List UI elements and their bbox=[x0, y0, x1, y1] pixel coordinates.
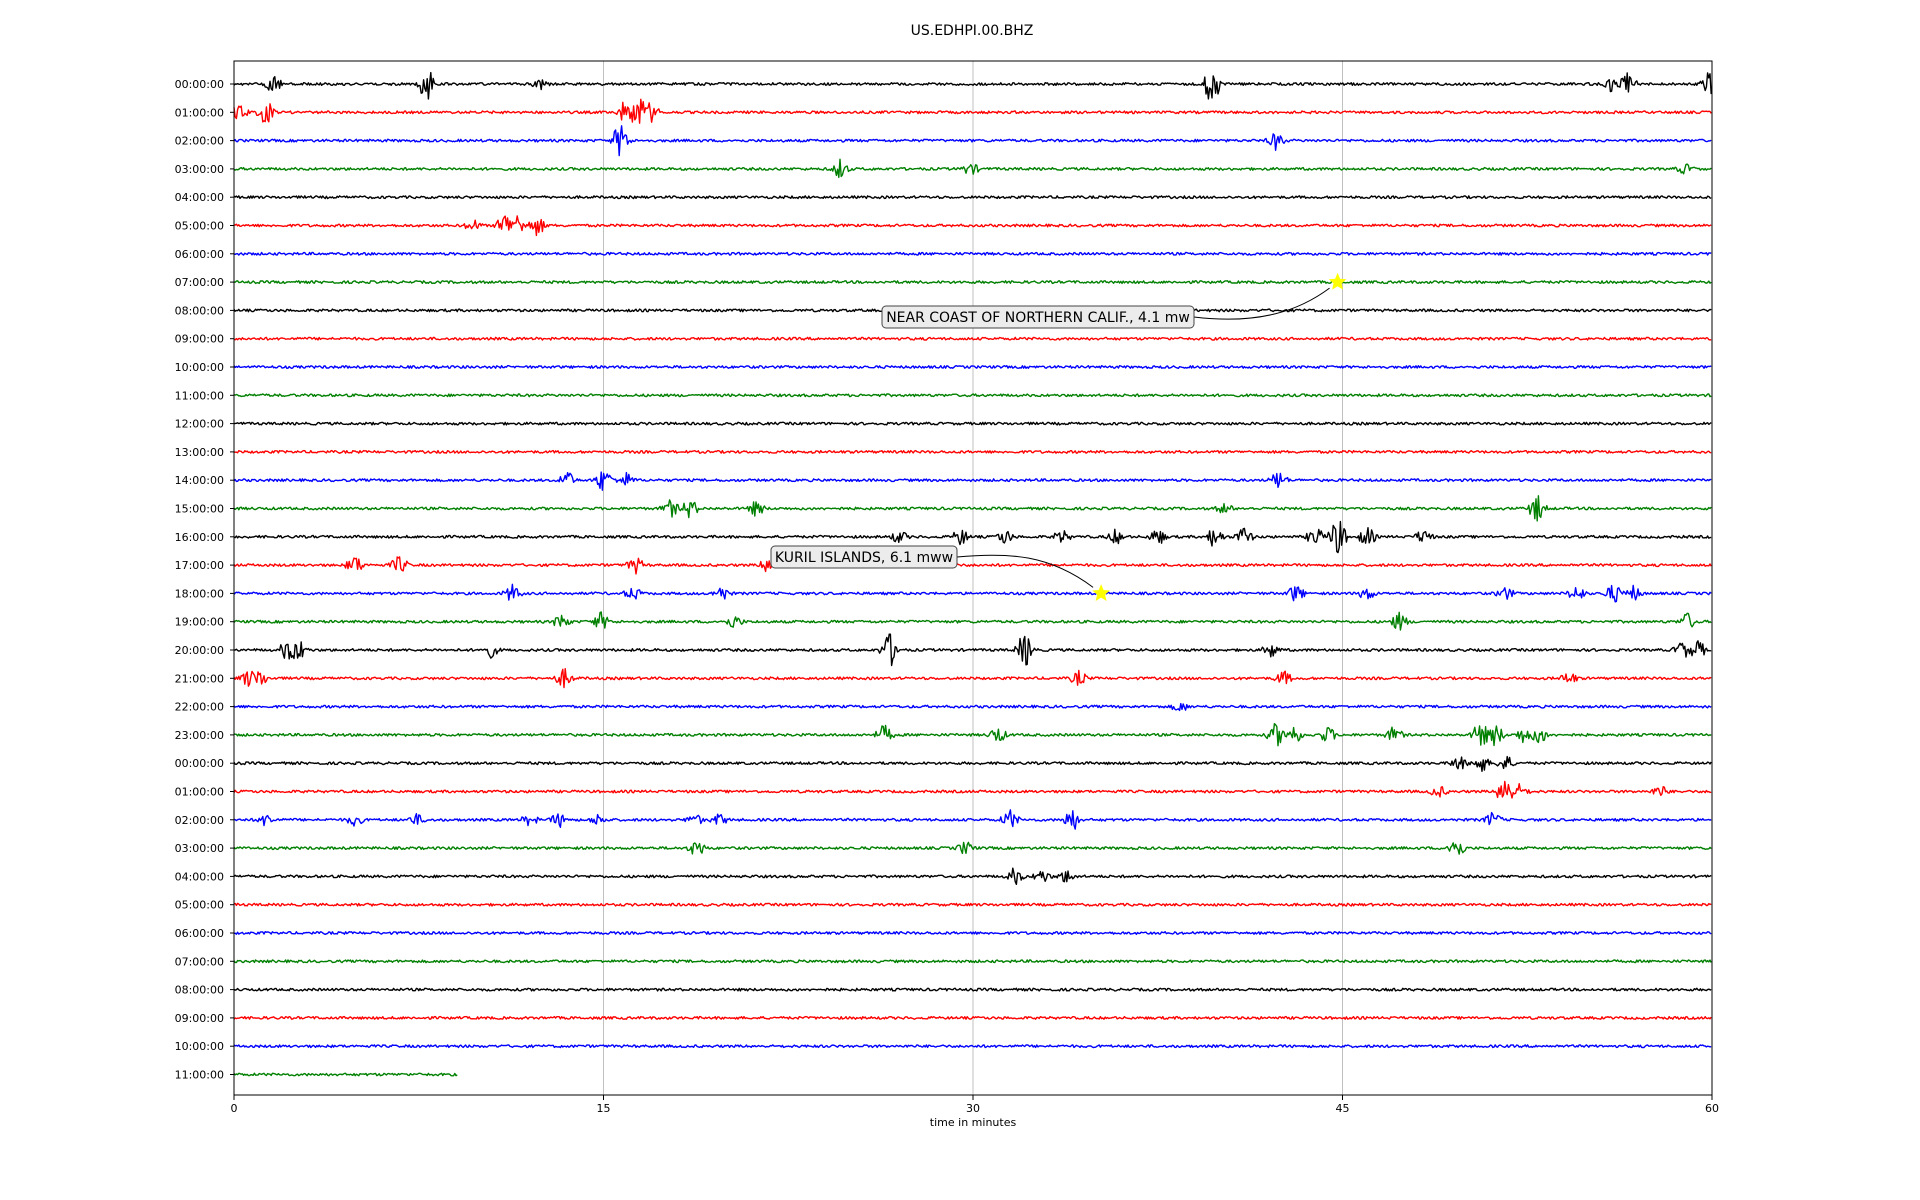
trace-line bbox=[233, 520, 1712, 554]
event-connector bbox=[1193, 287, 1330, 320]
seismogram-traces bbox=[233, 71, 1712, 1077]
y-tick-label: 13:00:00 bbox=[175, 446, 224, 459]
y-tick-label: 09:00:00 bbox=[175, 1012, 224, 1025]
y-tick-label: 01:00:00 bbox=[175, 786, 224, 799]
y-tick-label: 11:00:00 bbox=[175, 389, 224, 402]
event-annotations: NEAR COAST OF NORTHERN CALIF., 4.1 mw KUR… bbox=[770, 272, 1347, 601]
y-tick-label: 16:00:00 bbox=[175, 531, 224, 544]
trace-line bbox=[233, 931, 1712, 935]
trace-line bbox=[233, 867, 1712, 885]
chart-title: US.EDHPI.00.BHZ bbox=[911, 23, 1034, 39]
trace-line bbox=[233, 336, 1712, 341]
trace-line bbox=[233, 1044, 1712, 1049]
y-tick-label: 01:00:00 bbox=[175, 106, 224, 119]
trace-line bbox=[233, 556, 1712, 575]
event-label: NEAR COAST OF NORTHERN CALIF., 4.1 mw bbox=[886, 310, 1190, 326]
y-tick-label: 08:00:00 bbox=[175, 304, 224, 317]
event-label-box bbox=[881, 305, 1195, 329]
trace-line bbox=[233, 215, 1712, 237]
y-tick-label: 19:00:00 bbox=[175, 616, 224, 629]
trace-line bbox=[233, 583, 1712, 603]
x-tick-label: 60 bbox=[1705, 1102, 1719, 1115]
y-tick-labels: 00:00:00 01:00:00 02:00:00 03:00:00 04:00:00… bbox=[175, 78, 234, 1082]
y-tick-label: 23:00:00 bbox=[175, 729, 224, 742]
y-tick-label: 11:00:00 bbox=[175, 1069, 224, 1082]
y-tick-label: 10:00:00 bbox=[175, 1040, 224, 1053]
y-tick-label: 07:00:00 bbox=[175, 955, 224, 968]
event-star-marker bbox=[1092, 584, 1110, 601]
x-tick-label: 15 bbox=[597, 1102, 611, 1115]
y-tick-label: 06:00:00 bbox=[175, 927, 224, 940]
trace-line bbox=[233, 668, 1712, 689]
trace-line bbox=[233, 71, 1712, 100]
x-tick-label: 0 bbox=[231, 1102, 238, 1115]
y-tick-label: 14:00:00 bbox=[175, 474, 224, 487]
y-tick-label: 02:00:00 bbox=[175, 814, 224, 827]
trace-line bbox=[233, 1015, 1712, 1020]
trace-line bbox=[233, 158, 1712, 178]
event-label: KURIL ISLANDS, 6.1 mww bbox=[775, 550, 953, 566]
trace-line bbox=[233, 280, 1712, 285]
trace-line bbox=[233, 251, 1712, 256]
trace-line bbox=[233, 471, 1712, 491]
trace-line bbox=[233, 780, 1712, 799]
trace-line bbox=[233, 611, 1712, 631]
trace-line bbox=[234, 449, 1712, 454]
plot-frame bbox=[233, 60, 1713, 1096]
y-tick-label: 07:00:00 bbox=[175, 276, 224, 289]
y-tick-label: 00:00:00 bbox=[175, 78, 224, 91]
event-connector bbox=[956, 554, 1094, 588]
x-tick-label: 45 bbox=[1336, 1102, 1350, 1115]
y-tick-label: 02:00:00 bbox=[175, 135, 224, 148]
x-axis: 0 15 30 45 60 bbox=[231, 1095, 1719, 1115]
y-tick-label: 05:00:00 bbox=[175, 899, 224, 912]
y-tick-label: 03:00:00 bbox=[175, 163, 224, 176]
trace-line bbox=[233, 959, 1712, 964]
y-tick-label: 12:00:00 bbox=[175, 418, 224, 431]
trace-line bbox=[233, 633, 1712, 667]
vertical-gridlines bbox=[603, 61, 1343, 1095]
trace-line bbox=[233, 841, 1712, 855]
trace-line bbox=[233, 702, 1712, 712]
x-axis-label: time in minutes bbox=[930, 1116, 1017, 1129]
trace-line bbox=[233, 393, 1712, 398]
trace-line bbox=[233, 125, 1712, 157]
y-tick-label: 17:00:00 bbox=[175, 559, 224, 572]
trace-line bbox=[233, 98, 1712, 124]
trace-line bbox=[233, 495, 1712, 522]
y-tick-label: 03:00:00 bbox=[175, 842, 224, 855]
event-star-marker bbox=[1328, 272, 1347, 290]
y-tick-label: 06:00:00 bbox=[175, 248, 224, 261]
trace-line bbox=[233, 987, 1712, 992]
x-tick-label: 30 bbox=[966, 1102, 980, 1115]
trace-line bbox=[233, 723, 1712, 747]
y-tick-label: 20:00:00 bbox=[175, 644, 224, 657]
y-tick-label: 15:00:00 bbox=[175, 503, 224, 516]
y-tick-label: 22:00:00 bbox=[175, 701, 224, 714]
trace-line bbox=[233, 195, 1712, 200]
event-label-box bbox=[770, 545, 958, 569]
y-tick-label: 08:00:00 bbox=[175, 984, 224, 997]
y-tick-label: 18:00:00 bbox=[175, 587, 224, 600]
y-tick-label: 10:00:00 bbox=[175, 361, 224, 374]
y-tick-label: 09:00:00 bbox=[175, 333, 224, 346]
trace-line bbox=[233, 365, 1712, 369]
trace-line bbox=[233, 755, 1712, 772]
y-tick-label: 04:00:00 bbox=[175, 870, 224, 883]
trace-line bbox=[233, 902, 1712, 907]
y-tick-label: 21:00:00 bbox=[175, 672, 224, 685]
trace-line bbox=[233, 421, 1712, 426]
y-tick-label: 05:00:00 bbox=[175, 220, 224, 233]
trace-line bbox=[233, 1072, 458, 1077]
y-tick-label: 00:00:00 bbox=[175, 757, 224, 770]
trace-line bbox=[233, 809, 1712, 830]
y-tick-label: 04:00:00 bbox=[175, 191, 224, 204]
